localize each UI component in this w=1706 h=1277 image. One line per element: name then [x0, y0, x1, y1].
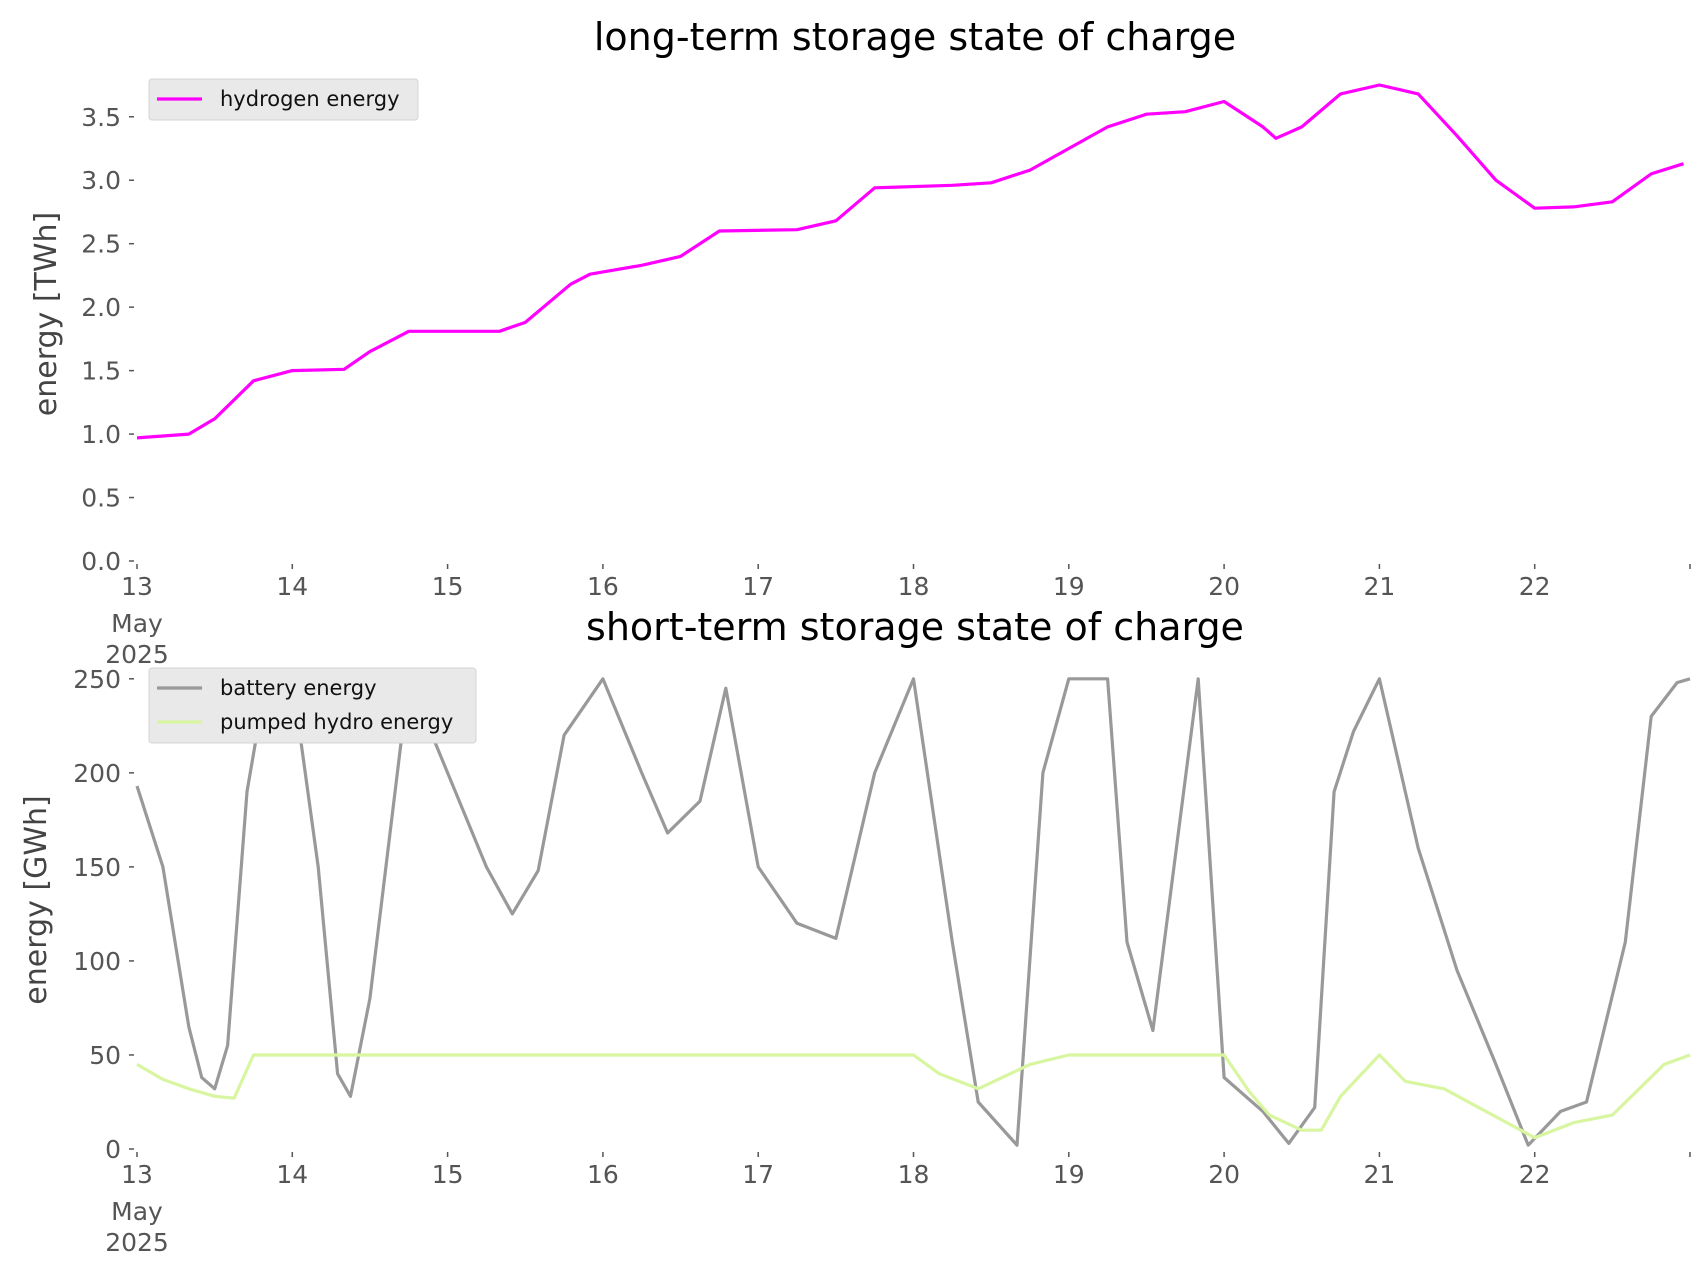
- y-tick-label: 3.0: [81, 166, 121, 195]
- chart-title: long-term storage state of charge: [594, 15, 1236, 59]
- x-tick-label: 22: [1519, 1160, 1551, 1189]
- series-line-battery-energy: [135, 677, 1691, 1147]
- x-tick-label: 17: [742, 572, 774, 601]
- x-tick-label: 16: [587, 572, 619, 601]
- y-tick-label: 200: [73, 759, 121, 788]
- x-tick-label: 17: [742, 1160, 774, 1189]
- legend-label: battery energy: [220, 676, 377, 700]
- y-tick-label: 3.5: [81, 103, 121, 132]
- x-tick-label: 20: [1208, 1160, 1240, 1189]
- x-tick-label: 15: [432, 572, 464, 601]
- series-line-hydrogen-energy: [136, 83, 1684, 440]
- y-axis-label: energy [GWh]: [19, 795, 54, 1004]
- y-tick-label: 2.0: [81, 293, 121, 322]
- plot-area: [135, 677, 1691, 1147]
- y-tick-label: 1.5: [81, 357, 121, 386]
- x-tick-sublabel: 2025: [105, 1228, 169, 1257]
- x-tick-label: 19: [1053, 1160, 1085, 1189]
- y-tick-label: 150: [73, 853, 121, 882]
- y-tick-label: 0: [105, 1135, 121, 1164]
- y-tick-label: 1.0: [81, 420, 121, 449]
- x-tick-label: 20: [1208, 572, 1240, 601]
- x-tick-label: 13: [121, 572, 153, 601]
- plot-area: [136, 83, 1684, 440]
- long-term-storage-chart: long-term storage state of charge energy…: [29, 15, 1691, 669]
- x-tick-label: 14: [276, 1160, 308, 1189]
- x-tick-label: 19: [1053, 572, 1085, 601]
- x-tick-label: 18: [898, 572, 930, 601]
- y-tick-label: 0.5: [81, 484, 121, 513]
- legend: battery energy pumped hydro energy: [148, 667, 477, 744]
- x-tick-label: 18: [898, 1160, 930, 1189]
- short-term-storage-chart: short-term storage state of charge energ…: [19, 605, 1691, 1257]
- legend-box: [148, 667, 477, 744]
- y-axis-label: energy [TWh]: [29, 212, 64, 416]
- y-tick-label: 0.0: [81, 547, 121, 576]
- y-tick-label: 2.5: [81, 230, 121, 259]
- series-line-pumped-hydro-energy: [136, 1053, 1691, 1140]
- legend-box: [148, 78, 419, 121]
- x-tick-label: 13: [121, 1160, 153, 1189]
- legend: hydrogen energy: [148, 78, 419, 121]
- y-axis: 0 50 100 150 200 250: [73, 665, 134, 1164]
- x-tick-sublabel: May: [111, 609, 163, 638]
- y-axis: 0.0 0.5 1.0 1.5 2.0 2.5 3.0 3.5: [81, 103, 134, 576]
- x-tick-sublabel: May: [111, 1197, 163, 1226]
- y-tick-label: 250: [73, 665, 121, 694]
- x-tick-sublabel: 2025: [105, 640, 169, 669]
- chart-title: short-term storage state of charge: [586, 605, 1244, 649]
- x-tick-label: 15: [432, 1160, 464, 1189]
- x-tick-label: 21: [1363, 1160, 1395, 1189]
- y-tick-label: 50: [89, 1041, 121, 1070]
- x-tick-label: 21: [1363, 572, 1395, 601]
- y-tick-label: 100: [73, 947, 121, 976]
- legend-label: pumped hydro energy: [220, 710, 453, 734]
- x-tick-label: 14: [276, 572, 308, 601]
- x-tick-label: 22: [1519, 572, 1551, 601]
- legend-label: hydrogen energy: [220, 87, 400, 111]
- x-tick-label: 16: [587, 1160, 619, 1189]
